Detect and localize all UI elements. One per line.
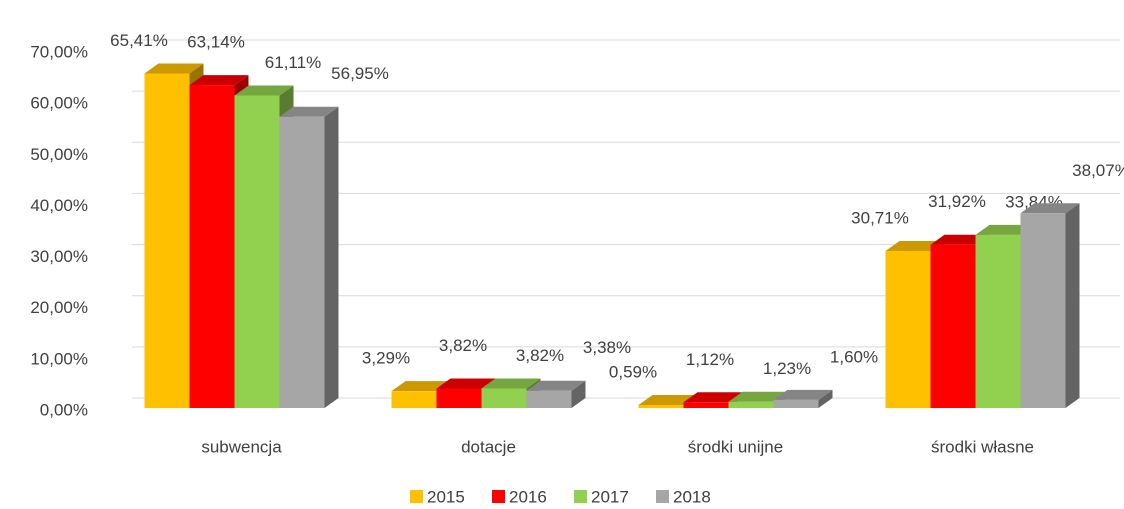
bar-top: [728, 391, 788, 402]
y-tick-label: 30,00%: [30, 247, 88, 266]
value-label: 3,29%: [362, 349, 410, 368]
value-label: 3,82%: [439, 336, 487, 355]
x-tick-label: środki unijne: [688, 437, 783, 456]
value-label: 63,14%: [187, 33, 245, 52]
bar: [234, 95, 280, 408]
y-tick-label: 10,00%: [30, 349, 88, 368]
bar-top: [638, 394, 698, 405]
legend-swatch: [492, 490, 505, 503]
legend-label: 2017: [591, 487, 629, 506]
bar-top: [773, 389, 833, 400]
bar: [683, 402, 729, 408]
bar: [975, 234, 1021, 408]
bar-top: [930, 234, 990, 245]
value-label: 31,92%: [928, 192, 986, 211]
bar-top: [975, 224, 1035, 235]
bar-side: [818, 389, 833, 408]
bar-top: [526, 380, 586, 391]
bar-side: [1065, 203, 1080, 408]
bar-side: [571, 380, 586, 408]
value-label: 38,07%: [1072, 161, 1124, 180]
bar: [1020, 213, 1066, 408]
value-label: 3,82%: [516, 346, 564, 365]
x-tick-label: dotacje: [461, 437, 516, 456]
bar: [144, 73, 190, 408]
legend-swatch: [656, 490, 669, 503]
bar: [526, 390, 572, 408]
x-tick-label: subwencja: [201, 437, 282, 456]
y-tick-label: 70,00%: [30, 42, 88, 61]
value-label: 30,71%: [851, 208, 909, 227]
value-label: 65,41%: [110, 31, 168, 50]
legend-label: 2018: [673, 487, 711, 506]
bar-top: [234, 85, 294, 96]
bar-top: [189, 75, 249, 86]
bar: [279, 116, 325, 409]
legend-label: 2016: [509, 487, 547, 506]
bar-side: [324, 106, 339, 409]
value-label: 56,95%: [331, 64, 389, 83]
bar-top: [436, 378, 496, 389]
y-tick-label: 20,00%: [30, 298, 88, 317]
bar: [436, 388, 482, 408]
bar: [773, 399, 819, 408]
y-tick-label: 50,00%: [30, 145, 88, 164]
bar: [391, 391, 437, 408]
bar: [930, 244, 976, 408]
bar-top: [279, 106, 339, 117]
legend-swatch: [410, 490, 423, 503]
bar-top: [391, 381, 451, 392]
bar: [481, 388, 527, 408]
bar-top: [144, 63, 204, 74]
value-label: 1,23%: [763, 359, 811, 378]
value-label: 1,60%: [830, 347, 878, 366]
value-label: 61,11%: [265, 53, 321, 72]
bar: [638, 404, 684, 408]
y-tick-label: 0,00%: [40, 400, 88, 419]
bar: [189, 85, 235, 409]
bar-top: [885, 240, 945, 251]
value-label: 0,59%: [609, 362, 657, 381]
bar-top: [683, 392, 743, 403]
bar: [885, 250, 931, 408]
value-label: 1,12%: [686, 350, 734, 369]
bar-top: [481, 378, 541, 389]
bar-top: [1020, 203, 1080, 214]
bar: [728, 401, 774, 408]
legend-swatch: [574, 490, 587, 503]
y-tick-label: 40,00%: [30, 196, 88, 215]
x-tick-label: środki własne: [931, 437, 1034, 456]
value-label: 3,38%: [583, 338, 631, 357]
legend-label: 2015: [427, 487, 465, 506]
y-tick-label: 60,00%: [30, 94, 88, 113]
